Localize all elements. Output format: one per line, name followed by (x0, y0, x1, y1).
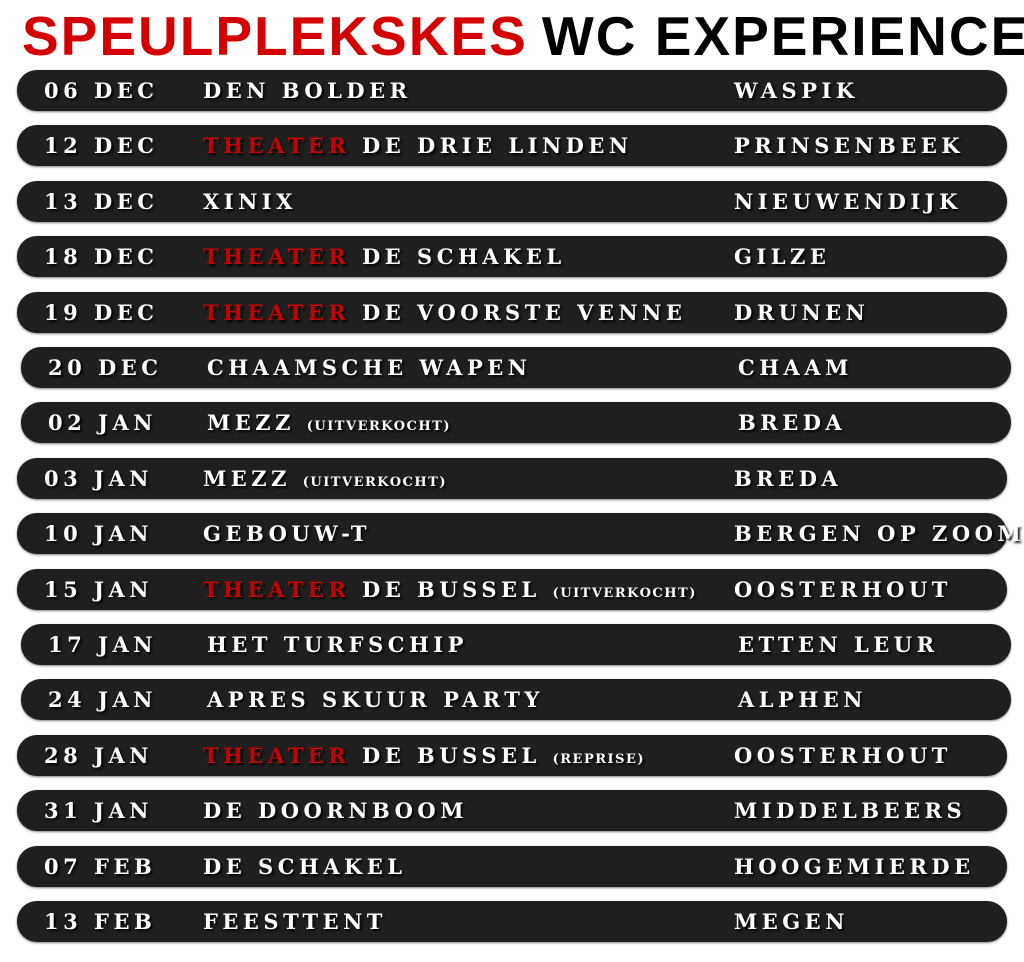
event-city: ETTEN LEUR (738, 632, 939, 657)
event-venue: THEATER DE BUSSEL (REPRISE) (203, 735, 645, 780)
schedule-row: 07 FEB DE SCHAKEL HOOGEMIERDE (17, 845, 1007, 887)
event-date: 13 FEB (44, 909, 157, 934)
venue-name: FEESTTENT (203, 909, 387, 934)
venue-name: DE SCHAKEL (203, 853, 407, 879)
event-venue: THEATER DE BUSSEL (UITVERKOCHT) (203, 569, 697, 614)
event-date: 03 JAN (44, 465, 153, 491)
event-city: BREDA (734, 465, 843, 491)
event-date: 18 DEC (44, 244, 159, 270)
venue-note: (UITVERKOCHT) (302, 474, 448, 490)
schedule-row: 24 JAN APRES SKUUR PARTY ALPHEN (21, 679, 1011, 721)
event-city: OOSTERHOUT (734, 742, 952, 768)
event-date: 24 JAN (48, 687, 157, 713)
theater-prefix: THEATER (203, 133, 351, 159)
event-venue: DE DOORNBOOM (203, 790, 468, 831)
event-venue: HET TURFSCHIP (207, 624, 468, 665)
venue-name: DE BUSSEL (362, 742, 541, 768)
event-venue: CHAAMSCHE WAPEN (207, 347, 531, 388)
venue-name: DE DOORNBOOM (203, 798, 468, 824)
venue-name: DE DRIE LINDEN (362, 133, 633, 159)
event-venue: DE SCHAKEL (203, 846, 407, 887)
theater-prefix: THEATER (203, 299, 351, 325)
venue-name: DEN BOLDER (203, 78, 412, 103)
event-city: OOSTERHOUT (734, 576, 952, 602)
event-venue: FEESTTENT (203, 901, 387, 942)
event-venue: XINIX (203, 181, 297, 222)
event-city: WASPIK (734, 78, 859, 103)
schedule-row: 28 JAN THEATER DE BUSSEL (REPRISE) OOSTERH… (17, 734, 1007, 776)
event-date: 31 JAN (44, 798, 153, 824)
event-date: 12 DEC (44, 133, 159, 159)
event-date: 13 DEC (44, 188, 159, 214)
event-venue: APRES SKUUR PARTY (207, 679, 544, 720)
event-date: 20 DEC (48, 355, 163, 380)
event-city: MIDDELBEERS (734, 798, 967, 824)
event-date: 28 JAN (44, 742, 153, 768)
event-city: CHAAM (738, 355, 853, 380)
theater-prefix: THEATER (203, 244, 351, 270)
schedule-row: 13 FEB FEESTTENT MEGEN (17, 901, 1007, 942)
event-date: 19 DEC (44, 299, 159, 325)
schedule-row: 15 JAN THEATER DE BUSSEL (UITVERKOCHT) OOS… (17, 568, 1007, 610)
event-venue: MEZZ (UITVERKOCHT) (207, 402, 451, 447)
schedule-row: 18 DEC THEATER DE SCHAKEL GILZE (17, 236, 1007, 278)
event-date: 15 JAN (44, 576, 153, 602)
schedule-row: 13 DEC XINIX NIEUWENDIJK (17, 180, 1007, 222)
venue-name: CHAAMSCHE WAPEN (207, 355, 532, 380)
schedule-row: 31 JAN DE DOORNBOOM MIDDELBEERS (17, 790, 1007, 832)
schedule-row: 17 JAN HET TURFSCHIP ETTEN LEUR (21, 624, 1011, 665)
venue-name: GEBOUW-T (203, 521, 371, 547)
event-date: 06 DEC (44, 78, 159, 103)
schedule-row: 19 DEC THEATER DE VOORSTE VENNE DRUNEN (17, 291, 1007, 333)
venue-note: (UITVERKOCHT) (306, 419, 452, 435)
venue-name: DE VOORSTE VENNE (362, 299, 687, 325)
venue-note: (UITVERKOCHT) (552, 585, 697, 601)
theater-prefix: THEATER (203, 576, 351, 602)
event-date: 02 JAN (48, 410, 157, 436)
event-venue: MEZZ (UITVERKOCHT) (203, 458, 447, 503)
event-city: MEGEN (734, 909, 849, 934)
event-date: 10 JAN (44, 521, 153, 547)
title-wc-experience: WC EXPERIENCE (541, 5, 1024, 67)
schedule-row: 03 JAN MEZZ (UITVERKOCHT) BREDA (17, 457, 1007, 499)
event-city: NIEUWENDIJK (734, 188, 962, 214)
poster-title: SPEULPLEKSKES WC EXPERIENCE (22, 6, 1024, 66)
event-date: 17 JAN (48, 632, 157, 657)
event-city: BREDA (738, 410, 847, 436)
venue-name: XINIX (203, 188, 297, 214)
venue-name: DE BUSSEL (362, 576, 541, 602)
schedule-row: 06 DEC DEN BOLDER WASPIK (17, 70, 1007, 111)
venue-name: MEZZ (207, 410, 295, 436)
event-venue: DEN BOLDER (203, 70, 412, 111)
venue-name: DE SCHAKEL (362, 244, 566, 270)
event-venue: THEATER DE SCHAKEL (203, 236, 566, 277)
title-speulplekskes: SPEULPLEKSKES (22, 5, 528, 67)
event-city: HOOGEMIERDE (734, 853, 975, 879)
theater-prefix: THEATER (203, 742, 351, 768)
event-venue: THEATER DE VOORSTE VENNE (203, 292, 686, 333)
venue-name: APRES SKUUR PARTY (207, 687, 544, 713)
event-city: BERGEN OP ZOOM (734, 521, 1024, 547)
event-city: GILZE (734, 244, 831, 270)
schedule-row: 02 JAN MEZZ (UITVERKOCHT) BREDA (21, 402, 1011, 444)
schedule-row: 12 DEC THEATER DE DRIE LINDEN PRINSENBEEK (17, 125, 1007, 167)
event-city: PRINSENBEEK (734, 133, 965, 159)
venue-name: HET TURFSCHIP (207, 632, 468, 657)
event-city: DRUNEN (734, 299, 870, 325)
venue-name: MEZZ (203, 465, 291, 491)
event-venue: THEATER DE DRIE LINDEN (203, 125, 633, 166)
event-date: 07 FEB (44, 853, 157, 879)
event-venue: GEBOUW-T (203, 513, 371, 554)
event-city: ALPHEN (738, 687, 867, 713)
venue-note: (REPRISE) (552, 751, 646, 767)
schedule-row: 10 JAN GEBOUW-T BERGEN OP ZOOM (17, 513, 1021, 555)
schedule-row: 20 DEC CHAAMSCHE WAPEN CHAAM (21, 347, 1011, 388)
